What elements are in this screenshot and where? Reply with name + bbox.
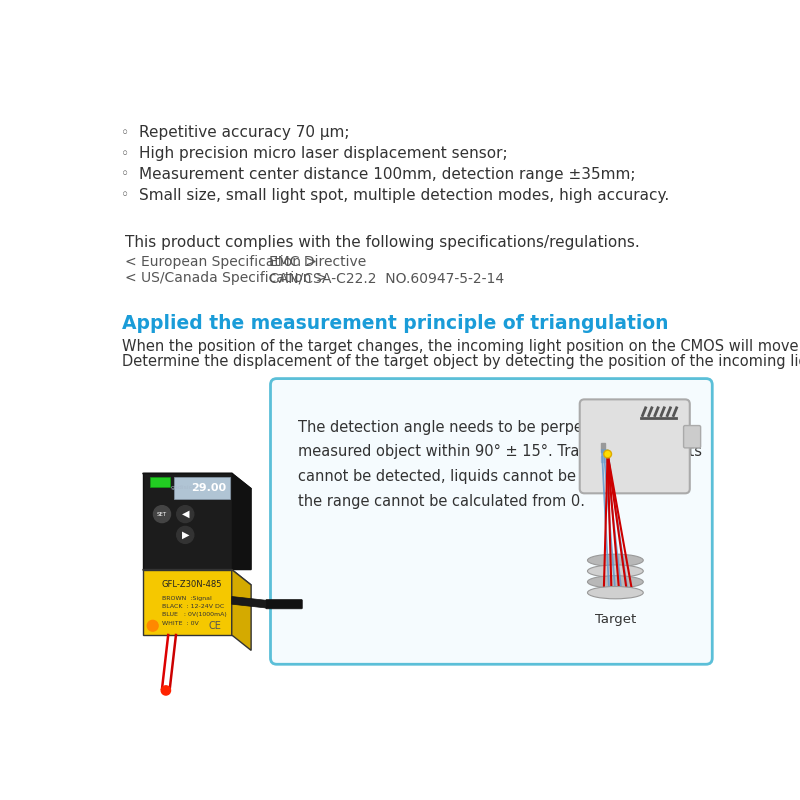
Text: ◦: ◦ [121,146,129,161]
Bar [602,442,606,452]
Ellipse shape [587,586,643,599]
Text: the range cannot be calculated from 0.: the range cannot be calculated from 0. [298,494,585,509]
Circle shape [177,506,194,522]
Text: ◦: ◦ [121,167,129,182]
Polygon shape [142,474,251,489]
Text: ◦: ◦ [121,126,129,140]
Polygon shape [232,474,251,570]
Text: BLACK  : 12-24V DC: BLACK : 12-24V DC [162,604,224,609]
Polygon shape [232,597,266,608]
Text: ◦: ◦ [121,188,129,202]
Text: 29.00: 29.00 [191,483,226,493]
Text: Repetitive accuracy 70 μm;: Repetitive accuracy 70 μm; [138,126,350,141]
Polygon shape [232,570,251,650]
FancyBboxPatch shape [266,599,302,609]
Polygon shape [142,474,232,570]
Text: Target: Target [594,613,636,626]
Text: Determine the displacement of the target object by detecting the position of the: Determine the displacement of the target… [122,354,800,369]
Text: EMC Directive: EMC Directive [269,254,366,269]
Text: Applied the measurement principle of triangulation: Applied the measurement principle of tri… [122,314,668,333]
Polygon shape [150,477,170,487]
Ellipse shape [587,565,643,578]
Circle shape [147,620,158,631]
Ellipse shape [587,576,643,588]
Text: High precision micro laser displacement sensor;: High precision micro laser displacement … [138,146,507,162]
Circle shape [162,686,170,695]
Text: gadisick: gadisick [170,486,197,490]
Text: cannot be detected, liquids cannot be detected, and: cannot be detected, liquids cannot be de… [298,469,682,484]
FancyBboxPatch shape [683,426,701,448]
Polygon shape [174,477,230,498]
Text: CE: CE [208,621,221,630]
Text: BLUE   : 0V(1000mA): BLUE : 0V(1000mA) [162,613,226,618]
Text: Measurement center distance 100mm, detection range ±35mm;: Measurement center distance 100mm, detec… [138,167,635,182]
FancyBboxPatch shape [270,378,712,664]
Polygon shape [142,570,251,585]
Text: measured object within 90° ± 15°. Transparent objects: measured object within 90° ± 15°. Transp… [298,444,702,459]
FancyBboxPatch shape [580,399,690,494]
Circle shape [154,506,170,522]
Polygon shape [142,570,232,635]
Text: < US/Canada Specification >: < US/Canada Specification > [125,271,336,286]
Circle shape [604,450,611,458]
Text: GFL-Z30N-485: GFL-Z30N-485 [162,581,222,590]
Text: This product complies with the following specifications/regulations.: This product complies with the following… [125,235,639,250]
Text: < European Specification >: < European Specification > [125,254,330,269]
Text: WHITE  : 0V: WHITE : 0V [162,621,198,626]
Text: ▶: ▶ [182,530,189,540]
Text: CAN/CSA-C22.2  NO.60947-5-2-14: CAN/CSA-C22.2 NO.60947-5-2-14 [269,271,504,286]
Text: SET: SET [157,512,167,517]
Text: The detection angle needs to be perpendicular to the: The detection angle needs to be perpendi… [298,419,690,434]
Text: BROWN  :Signal: BROWN :Signal [162,595,212,601]
Bar [602,455,606,462]
Circle shape [177,526,194,543]
Text: Small size, small light spot, multiple detection modes, high accuracy.: Small size, small light spot, multiple d… [138,188,669,203]
Text: ◀: ◀ [182,509,189,519]
Text: When the position of the target changes, the incoming light position on the CMOS: When the position of the target changes,… [122,338,800,354]
Ellipse shape [587,554,643,566]
